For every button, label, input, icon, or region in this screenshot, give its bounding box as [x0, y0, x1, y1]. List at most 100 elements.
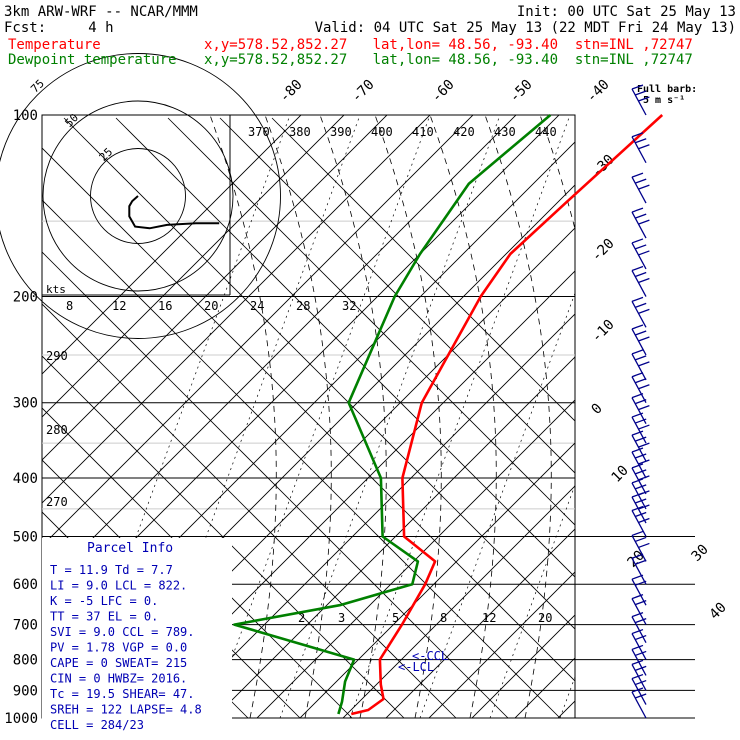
wind-barb-flag — [638, 144, 650, 150]
pressure-tick-label: 800 — [13, 653, 38, 669]
pressure-tick-label: 1000 — [4, 711, 38, 727]
mixing-ratio-line — [209, 115, 431, 718]
wind-barb-flag — [631, 553, 644, 559]
hodograph-trace — [128, 195, 220, 230]
wind-barb-flag — [638, 542, 650, 549]
wind-barb-shaft — [631, 211, 647, 239]
wind-barb-flag — [634, 244, 647, 250]
wind-barb-flag — [638, 459, 650, 465]
wind-barb-shaft — [631, 270, 647, 297]
mixing-ratio-line — [559, 675, 575, 718]
wind-barb-flag — [638, 442, 650, 448]
wind-barb — [631, 132, 650, 164]
isotherm-line — [514, 657, 575, 718]
isotherm-label: -60 — [429, 77, 458, 106]
upper-scale-label: 12 — [112, 299, 126, 313]
hodograph-ring — [90, 148, 186, 244]
background-grid — [41, 114, 695, 719]
isotherm-line — [256, 399, 575, 718]
wind-barb-flag — [634, 559, 647, 565]
wind-barb — [631, 430, 650, 462]
wind-barb-flag — [631, 492, 644, 498]
isotherm-label: 40 — [707, 600, 730, 623]
theta-e-label: 370 — [248, 125, 270, 139]
ccl-label: <-CCL — [412, 649, 448, 663]
wind-barb-shaft — [631, 176, 647, 204]
theta-e-label: 420 — [453, 125, 475, 139]
mixing-ratio-label: 5 — [392, 611, 399, 625]
wind-barb — [631, 296, 650, 328]
parcel-info-row: K = -5 LFC = 0. — [50, 594, 158, 608]
wind-barb-flag — [634, 650, 647, 657]
parcel-info-row: CAPE = 0 SWEAT= 215 — [50, 656, 187, 670]
wind-barb-flag — [631, 612, 644, 618]
wind-barb-flag — [634, 498, 647, 504]
wind-barb-flag — [634, 453, 647, 459]
wind-barb-flag — [634, 469, 647, 475]
upper-scale-label: 8 — [66, 299, 73, 313]
parcel-info-row: T = 11.9 Td = 7.7 — [50, 563, 173, 577]
wind-barb-flag — [638, 250, 650, 256]
hodograph-ring-label: 50 — [63, 111, 82, 130]
isotherm-label: 10 — [609, 463, 632, 486]
pressure-tick-label: 400 — [13, 471, 38, 487]
wind-barb — [631, 612, 647, 643]
theta-e-label: 380 — [289, 125, 311, 139]
wind-barb-shaft — [631, 482, 647, 510]
wind-barb-flag — [631, 265, 644, 272]
wind-barb-flag — [634, 178, 647, 184]
hodograph-ring-label: 75 — [28, 77, 47, 96]
moist-adiabat-line — [319, 115, 387, 718]
pressure-tick-label: 200 — [13, 290, 38, 306]
wind-barb-flag — [634, 665, 647, 672]
wind-barb-flag — [631, 593, 644, 600]
isotherm-label: 0 — [589, 401, 606, 418]
wind-barb — [631, 659, 647, 691]
mixing-ratio-label: 20 — [538, 611, 552, 625]
moist-adiabat-line — [374, 115, 442, 718]
wind-barb-shaft — [631, 353, 647, 381]
theta-label: 270 — [46, 495, 68, 509]
theta-e-label: 440 — [535, 125, 557, 139]
wind-barb-flag — [631, 349, 644, 355]
parcel-info-row: SREH = 122 LAPSE= 4.8 — [50, 703, 202, 717]
theta-label: 290 — [46, 349, 68, 363]
parcel-info-row: CIN = 0 HWBZ= 2016. — [50, 672, 187, 686]
wind-barb — [631, 492, 650, 524]
isotherm-line — [42, 115, 388, 461]
moist-adiabat-line — [264, 115, 332, 718]
wind-barb-flag — [634, 399, 647, 405]
parcel-info-row: SVI = 9.0 CCL = 789. — [50, 625, 195, 639]
isotherm-line — [42, 115, 517, 590]
wind-barb-shaft — [631, 535, 647, 562]
wind-barb — [631, 84, 650, 116]
forecast-hour: Fcst: 4 h — [4, 20, 114, 36]
dewpoint-legend: Dewpoint temperature — [8, 52, 177, 68]
temperature-location: x,y=578.52,852.27 lat,lon= 48.56, -93.40… — [204, 37, 693, 53]
init-time: Init: 00 UTC Sat 25 May 13 — [516, 4, 736, 20]
wind-barb-flag — [631, 296, 644, 302]
isotherm-line — [557, 700, 575, 718]
parcel-info-row: Tc = 19.5 SHEAR= 47. — [50, 687, 195, 701]
wind-barb-flag — [631, 207, 644, 213]
wind-barb-flag — [634, 634, 647, 641]
pressure-tick-label: 500 — [13, 529, 38, 545]
wind-barb-flag — [631, 628, 644, 635]
isotherm-line — [42, 115, 431, 504]
parcel-info-row: PV = 1.78 VGP = 0.0 — [50, 641, 187, 655]
wind-barb-shaft — [631, 136, 647, 164]
wind-barb-flag — [634, 693, 647, 699]
wind-barb-flag — [631, 372, 644, 378]
wind-barb-shaft — [631, 301, 647, 328]
wind-barb-shaft — [631, 328, 647, 356]
wind-barb-shaft — [631, 557, 647, 585]
parcel-info-title: Parcel Info — [87, 541, 173, 556]
wind-legend-unit: 5 m s⁻¹ — [643, 95, 685, 106]
wind-barb — [631, 238, 650, 270]
dewpoint-profile — [233, 114, 552, 715]
dry-adiabat-line — [167, 117, 575, 526]
wind-barb — [631, 553, 647, 585]
wind-barb — [631, 393, 650, 424]
wind-barb-shaft — [631, 434, 647, 462]
